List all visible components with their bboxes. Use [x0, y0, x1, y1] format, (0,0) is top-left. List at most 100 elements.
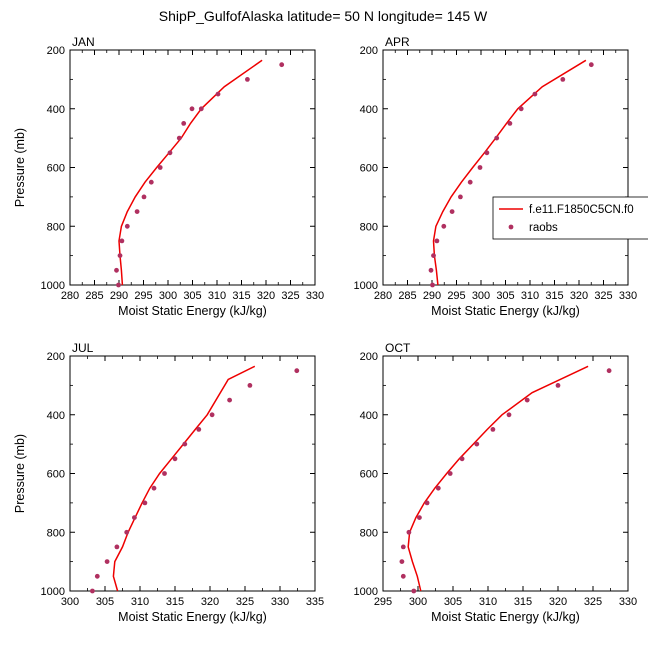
x-axis-title: Moist Static Energy (kJ/kg) — [118, 304, 267, 318]
obs-point — [490, 427, 496, 432]
obs-point — [588, 62, 594, 68]
obs-point — [434, 238, 440, 244]
obs-point — [524, 397, 530, 403]
x-tick-label: 295 — [374, 596, 392, 608]
obs-point — [435, 485, 441, 491]
obs-point — [447, 471, 453, 476]
obs-point — [209, 412, 215, 418]
y-tick-label: 800 — [360, 527, 378, 539]
obs-point — [560, 77, 566, 82]
legend-obs-label: raobs — [529, 222, 558, 234]
y-tick-label: 1000 — [354, 280, 378, 292]
obs-point — [279, 62, 285, 68]
y-tick-label: 1000 — [41, 280, 65, 292]
obs-point — [400, 573, 406, 579]
obs-point — [167, 150, 173, 156]
y-tick-label: 600 — [360, 163, 378, 175]
obs-point — [430, 282, 435, 288]
model-line — [112, 365, 256, 592]
y-tick-label: 200 — [47, 45, 65, 57]
x-tick-label: 330 — [619, 290, 637, 302]
obs-point — [294, 368, 300, 374]
y-tick-label: 400 — [360, 410, 378, 422]
obs-point — [458, 194, 463, 200]
x-tick-label: 320 — [257, 290, 275, 302]
obs-point — [94, 573, 100, 579]
y-tick-label: 200 — [360, 45, 378, 57]
obs-point — [148, 179, 154, 185]
obs-point — [189, 106, 195, 112]
y-tick-label: 200 — [360, 351, 378, 363]
obs-point — [411, 588, 417, 594]
obs-point — [104, 559, 110, 564]
plot-frame — [382, 49, 629, 286]
obs-point — [424, 500, 430, 506]
x-tick-label: 325 — [236, 596, 254, 608]
y-tick-label: 400 — [360, 104, 378, 116]
x-tick-label: 305 — [183, 290, 201, 302]
legend: f.e11.F1850C5CN.f0 raobs — [492, 196, 648, 240]
obs-point — [124, 223, 130, 229]
plot-frame — [382, 355, 629, 592]
x-axis-title: Moist Static Energy (kJ/kg) — [431, 304, 580, 318]
x-tick-label: 295 — [447, 290, 465, 302]
obs-point — [606, 368, 612, 374]
x-tick-label: 305 — [96, 596, 114, 608]
x-tick-label: 295 — [134, 290, 152, 302]
x-tick-label: 330 — [619, 596, 637, 608]
obs-point — [142, 500, 148, 506]
x-tick-label: 300 — [409, 596, 427, 608]
obs-point — [90, 588, 95, 594]
y-tick-label: 1000 — [41, 586, 65, 598]
y-tick-label: 400 — [47, 104, 65, 116]
x-tick-label: 300 — [61, 596, 79, 608]
obs-point — [467, 179, 473, 185]
y-tick-label: 1000 — [354, 586, 378, 598]
x-tick-label: 285 — [398, 290, 416, 302]
x-tick-label: 310 — [521, 290, 539, 302]
panel-oct: OCT 295 300 305 310 315 320 325 330 200 400 600 800 1… — [354, 341, 638, 624]
model-line — [118, 59, 263, 286]
obs-point — [181, 121, 187, 126]
x-tick-label: 315 — [545, 290, 563, 302]
obs-point — [215, 91, 221, 97]
model-line — [407, 365, 589, 592]
obs-point — [474, 441, 480, 447]
y-tick-label: 600 — [360, 469, 378, 481]
x-tick-label: 280 — [61, 290, 79, 302]
x-tick-label: 285 — [85, 290, 103, 302]
y-axis-title: Pressure (mb) — [13, 434, 27, 513]
panel-apr: APR 280 285 290 295 300 305 310 315 320 325 330 200 4… — [354, 35, 638, 318]
figure-title: ShipP_GulfofAlaska latitude= 50 N longit… — [159, 8, 488, 24]
obs-point — [117, 253, 123, 258]
x-tick-label: 335 — [306, 596, 324, 608]
obs-point — [198, 106, 204, 112]
obs-point — [247, 383, 253, 388]
obs-point — [157, 165, 163, 170]
obs-point — [151, 485, 157, 491]
plot-frame — [69, 355, 316, 592]
x-tick-label: 310 — [131, 596, 149, 608]
x-tick-label: 325 — [594, 290, 612, 302]
y-tick-label: 600 — [47, 469, 65, 481]
obs-point — [399, 559, 405, 564]
obs-point — [134, 209, 140, 215]
obs-point — [176, 135, 182, 141]
obs-point — [428, 267, 434, 273]
x-tick-label: 290 — [110, 290, 128, 302]
obs-point — [506, 412, 512, 418]
obs-point — [449, 209, 455, 215]
x-tick-label: 305 — [496, 290, 514, 302]
x-tick-label: 300 — [159, 290, 177, 302]
obs-point — [484, 150, 490, 156]
y-axis-title: Pressure (mb) — [13, 128, 27, 207]
panel-title: OCT — [385, 341, 411, 355]
x-tick-label: 330 — [306, 290, 324, 302]
x-tick-label: 315 — [232, 290, 250, 302]
legend-box — [492, 196, 648, 240]
obs-point — [132, 515, 137, 520]
x-tick-label: 290 — [423, 290, 441, 302]
plot-frame — [69, 49, 316, 286]
obs-point — [406, 529, 412, 535]
